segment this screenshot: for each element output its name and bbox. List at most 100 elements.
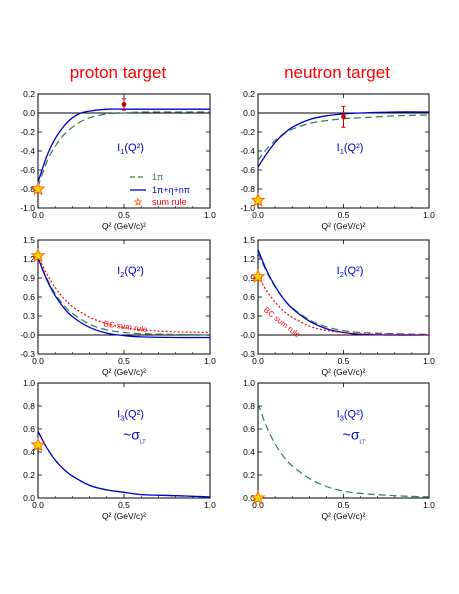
sigma-label: ~σLT' xyxy=(343,427,366,446)
series-line xyxy=(257,111,430,168)
chart-panel: 1.0 0.8 0.6 0.4 0.2 0.00.0 0.5 1.0 Q² (GeV/c)² I3… xyxy=(23,378,216,521)
x-axis-label: Q² (GeV/c)² xyxy=(102,511,146,521)
sum-rule-star xyxy=(250,490,266,505)
x-tick-label: 0.0 xyxy=(32,356,44,366)
legend-star-icon xyxy=(133,197,143,206)
y-tick-label: -0.3 xyxy=(240,349,255,359)
y-tick-label: -0.4 xyxy=(240,146,255,156)
y-tick-label: 0.0 xyxy=(23,493,35,503)
y-tick-label: 0.2 xyxy=(23,89,35,99)
series-line xyxy=(37,255,211,334)
sum-rule-star xyxy=(30,181,46,196)
panel-label: I1(Q²) xyxy=(117,142,144,156)
legend-label-sum-rule: sum rule xyxy=(152,197,187,207)
panel-grid: 0.20.0-0.2-0.4-0.6-0.8-1.00.0 0.5 1.0Q² (G… xyxy=(20,89,435,521)
chart-panel: 0.20.0-0.2-0.4-0.6-0.8-1.00.0 0.5 1.0Q² (G… xyxy=(20,89,216,231)
y-tick-label: 0.0 xyxy=(243,493,255,503)
y-tick-label: 1.2 xyxy=(243,254,255,264)
x-tick-label: 1.0 xyxy=(423,210,435,220)
y-tick-label: 0.6 xyxy=(23,292,35,302)
data-point xyxy=(341,114,346,120)
y-tick-label: 0.6 xyxy=(243,424,255,434)
x-tick-label: 0.5 xyxy=(118,356,130,366)
series-line xyxy=(37,431,211,498)
sum-rule-star xyxy=(250,192,266,207)
x-tick-label: 0.0 xyxy=(252,210,264,220)
series-line xyxy=(37,108,210,183)
y-tick-label: -0.8 xyxy=(240,184,255,194)
y-tick-label: 0.2 xyxy=(243,89,255,99)
y-tick-label: 1.5 xyxy=(243,235,255,245)
panel-label: I2(Q²) xyxy=(117,265,144,279)
series-line xyxy=(37,257,211,336)
y-tick-label: -0.0 xyxy=(240,330,255,340)
y-tick-label: 0.9 xyxy=(23,273,35,283)
data-point xyxy=(121,102,127,107)
y-tick-label: 0.0 xyxy=(23,108,35,118)
series-line xyxy=(257,114,430,161)
x-axis-label: Q² (GeV/c)² xyxy=(322,367,366,377)
y-tick-label: 0.6 xyxy=(23,424,35,434)
y-tick-label: 0.4 xyxy=(23,447,35,457)
column-title-neutron: neutron target xyxy=(284,63,390,82)
y-tick-label: -0.2 xyxy=(240,127,255,137)
plot-frame xyxy=(257,239,430,355)
y-tick-label: -0.0 xyxy=(20,330,35,340)
series-line xyxy=(257,276,430,336)
y-tick-label: -0.6 xyxy=(240,165,255,175)
chart-panel: 1.5 1.2 0.9 0.6 0.3 -0.0 -0.30.0 0.5 1.0 Q² (GeV/… xyxy=(20,235,216,377)
x-tick-label: 0.0 xyxy=(32,500,44,510)
y-tick-label: 0.2 xyxy=(23,470,35,480)
panel-label: I3(Q²) xyxy=(117,409,144,423)
y-tick-label: 0.6 xyxy=(243,292,255,302)
x-tick-label: 1.0 xyxy=(423,500,435,510)
x-tick-label: 0.5 xyxy=(338,210,350,220)
chart-panel: 1.5 1.2 0.9 0.6 0.3 -0.0 -0.30.0 0.5 1.0 Q² (GeV/… xyxy=(240,235,435,377)
legend-label-1pi: 1π xyxy=(152,172,163,182)
y-tick-label: 0.3 xyxy=(23,311,35,321)
y-tick-label: 0.8 xyxy=(243,401,255,411)
x-tick-label: 1.0 xyxy=(204,210,216,220)
sum-rule-star xyxy=(250,268,266,284)
y-tick-label: 1.0 xyxy=(23,378,35,388)
y-tick-label: -0.2 xyxy=(20,127,35,137)
series-line xyxy=(37,257,211,339)
sigma-label: ~σLT' xyxy=(123,427,146,446)
sum-rule-star xyxy=(30,247,46,263)
y-tick-label: 0.3 xyxy=(243,311,255,321)
x-tick-label: 0.5 xyxy=(118,210,130,220)
x-tick-label: 0.0 xyxy=(32,210,44,220)
x-axis-label: Q² (GeV/c)² xyxy=(322,221,366,231)
y-tick-label: 1.2 xyxy=(23,254,35,264)
x-tick-label: 0.0 xyxy=(252,356,264,366)
y-tick-label: 1.0 xyxy=(243,378,255,388)
x-axis-label: Q² (GeV/c)² xyxy=(322,511,366,521)
panel-label: I3(Q²) xyxy=(337,409,364,423)
x-tick-label: 1.0 xyxy=(204,356,216,366)
legend-label-full: 1π+η+nπ xyxy=(152,185,190,195)
chart-panel: 0.20.0-0.2-0.4-0.6-0.8-1.00.0 0.5 1.0Q² (G… xyxy=(240,89,435,231)
x-tick-label: 0.5 xyxy=(118,500,130,510)
panel-label: I1(Q²) xyxy=(337,142,364,156)
x-axis-label: Q² (GeV/c)² xyxy=(102,367,146,377)
y-tick-label: 0.4 xyxy=(243,447,255,457)
x-tick-label: 0.0 xyxy=(252,500,264,510)
y-tick-label: -1.0 xyxy=(20,203,35,213)
chart-panel: 1.0 0.8 0.6 0.4 0.2 0.00.0 0.5 1.0 Q² (GeV/c)² I3… xyxy=(243,378,435,521)
x-tick-label: 0.5 xyxy=(338,356,350,366)
series-line xyxy=(257,249,430,336)
y-tick-label: 0.0 xyxy=(243,108,255,118)
y-tick-label: -0.6 xyxy=(20,165,35,175)
x-tick-label: 0.5 xyxy=(338,500,350,510)
bc-sum-rule-label: BC sum rule xyxy=(103,319,148,334)
y-tick-label: -0.8 xyxy=(20,184,35,194)
legend: 1π 1π+η+nπ sum rule xyxy=(130,172,190,207)
series-line xyxy=(257,403,430,498)
x-tick-label: 1.0 xyxy=(204,500,216,510)
y-tick-label: -0.4 xyxy=(20,146,35,156)
sum-rule-star xyxy=(30,437,46,452)
y-tick-label: 0.8 xyxy=(23,401,35,411)
column-title-proton: proton target xyxy=(70,63,167,82)
y-tick-label: 0.9 xyxy=(243,273,255,283)
